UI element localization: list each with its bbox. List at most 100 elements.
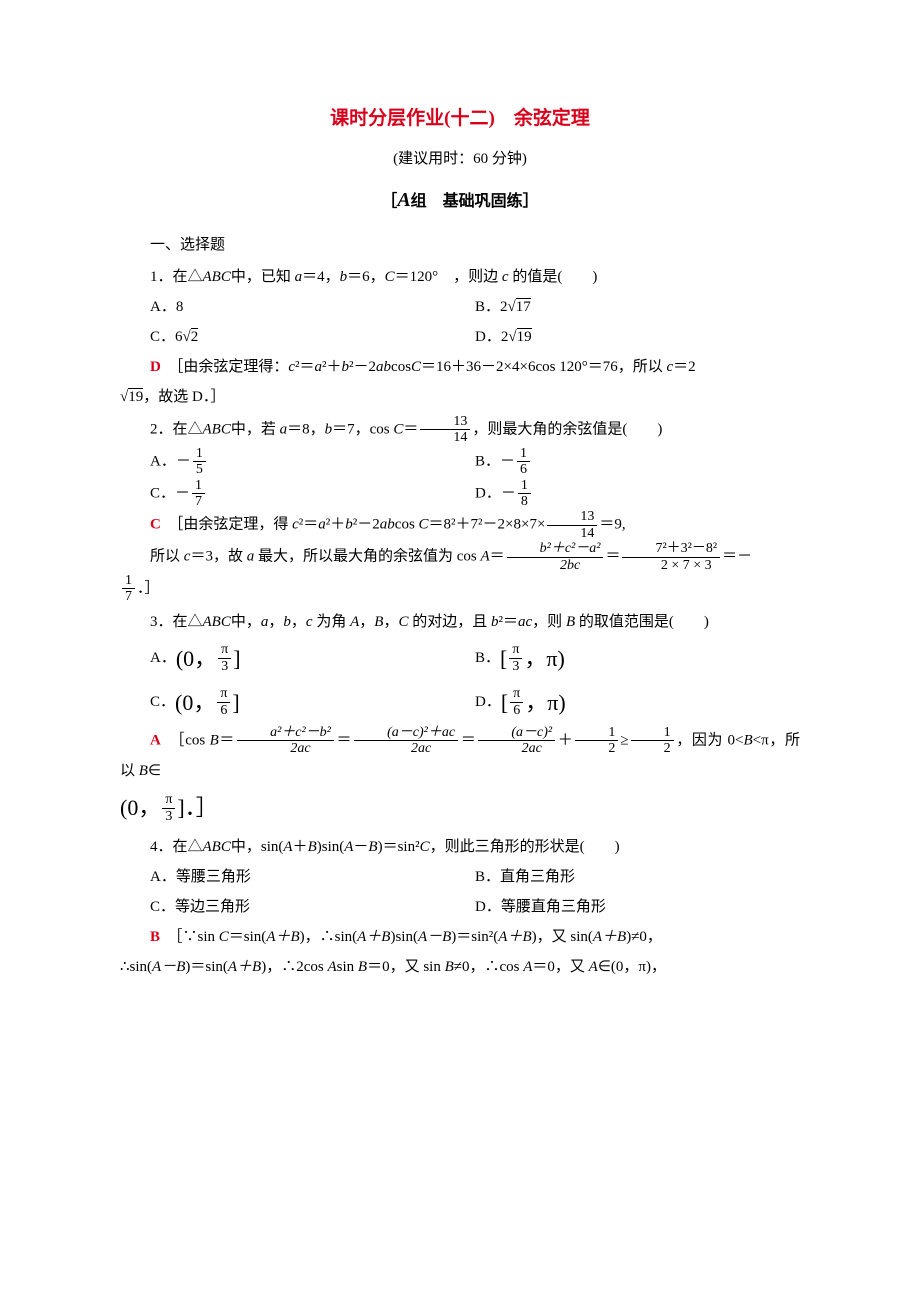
text: )≠0， [626, 929, 662, 945]
q3-answer-key: A [150, 732, 161, 748]
denominator: 8 [518, 494, 531, 509]
math: c [306, 614, 313, 630]
text: ＝7，cos [332, 421, 393, 437]
text: 为角 [313, 614, 351, 630]
text: ＝ [605, 548, 620, 564]
q3-answer: A ［cos B＝a²＋c²－b²2ac＝(a－c)²＋ac2ac＝(a－c)²… [120, 725, 800, 787]
text: 4．在△ [150, 839, 203, 855]
text: ［∵sin [160, 929, 219, 945]
text: C．6 [150, 329, 183, 345]
text: ＝ [490, 548, 505, 564]
text: 所以 [150, 548, 184, 564]
text: ＝8²＋7²－2×8×7× [429, 517, 546, 533]
numerator: 1 [631, 725, 674, 741]
math: A＋B [498, 929, 531, 945]
text: )，∴2cos [261, 959, 327, 975]
q2-answer-key: C [150, 517, 161, 533]
q4-optB: B．直角三角形 [475, 862, 800, 892]
fraction: (a－c)²2ac [478, 725, 555, 757]
q4-answer-l2: ∴sin(A－B)＝sin(A＋B)，∴2cos Asin B＝0，又 sin … [120, 952, 800, 982]
q2-optD: D．－18 [475, 478, 800, 510]
text: ∴sin( [120, 959, 152, 975]
numerator: 1 [192, 478, 205, 494]
text: 最大，所以最大角的余弦值为 cos [254, 548, 480, 564]
denominator: 2bc [560, 558, 580, 573]
text: )＝sin( [185, 959, 228, 975]
text: ＋ [557, 732, 573, 748]
math: A [480, 548, 489, 564]
math: B [445, 959, 454, 975]
math: B [210, 732, 219, 748]
math: A＋B [228, 959, 261, 975]
q4-answer-key: B [150, 929, 160, 945]
math: a [315, 359, 323, 375]
text: 1．在△ [150, 269, 203, 285]
text: D．－ [475, 485, 516, 501]
text: ［由余弦定理得： [161, 359, 289, 375]
math: B [743, 732, 752, 748]
q2-optA: A．－15 [150, 446, 475, 478]
fraction: 7²＋3²－8²2 × 7 × 3 [622, 541, 720, 573]
math: c [502, 269, 509, 285]
fraction: 17 [122, 573, 135, 605]
text: 的取值范围是( ) [575, 614, 709, 630]
math: B [358, 959, 367, 975]
text: ²＋ [326, 517, 346, 533]
q4-optC: C．等边三角形 [150, 892, 475, 922]
text: ， [383, 614, 398, 630]
text: ，故选 D．］ [143, 389, 225, 405]
time-suggestion: (建议用时：60 分钟) [120, 144, 800, 174]
text: cos [395, 517, 419, 533]
math: ABC [203, 269, 231, 285]
math: b [342, 359, 350, 375]
q1-answer-key: D [150, 359, 161, 375]
group-header: ［A组 基础巩固练］ [120, 180, 800, 220]
denominator: 14 [547, 526, 597, 541]
numerator: 1 [575, 725, 618, 741]
numerator: 1 [193, 446, 206, 462]
math: a [295, 269, 303, 285]
text: 的值是( ) [509, 269, 598, 285]
fraction: b²＋c²－a²2bc [507, 541, 604, 573]
denominator: 2ac [522, 741, 542, 756]
text: ＝ [460, 732, 476, 748]
text: 中， [231, 614, 261, 630]
bracket: ，π) [525, 690, 565, 715]
text: ²＝ [299, 517, 319, 533]
numerator: π [510, 686, 523, 702]
q3-optC: C．(0，π6] [150, 681, 475, 725]
denominator: 6 [517, 462, 530, 477]
math: ABC [203, 421, 231, 437]
numerator: 1 [517, 446, 530, 462]
math: A [589, 959, 598, 975]
math: B [139, 763, 148, 779]
text: )sin( [390, 929, 418, 945]
bracket: ] [232, 690, 239, 715]
section-1-label: 一、选择题 [120, 230, 800, 260]
bracket: ]．］ [177, 795, 217, 820]
fraction: π6 [510, 686, 523, 718]
bracket: [ [500, 646, 507, 671]
fraction: (a－c)²＋ac2ac [354, 725, 458, 757]
denominator: 3 [218, 659, 231, 674]
text: D． [475, 694, 501, 710]
fraction: π3 [162, 792, 175, 824]
math: B [308, 839, 317, 855]
text: ，则此三角形的形状是( ) [430, 839, 620, 855]
math: c [292, 517, 299, 533]
numerator: a²＋c²－b² [270, 725, 331, 740]
math: ab [376, 359, 391, 375]
text: 中，若 [231, 421, 280, 437]
text: )，又 sin( [532, 929, 593, 945]
numerator: π [509, 642, 522, 658]
math: C [385, 269, 395, 285]
math: C [219, 929, 229, 945]
text: ＝2 [673, 359, 696, 375]
q4-optA: A．等腰三角形 [150, 862, 475, 892]
numerator: π [217, 686, 230, 702]
text: ，则 [532, 614, 566, 630]
q1-stem: 1．在△ABC中，已知 a＝4，b＝6，C＝120° ，则边 c 的值是( ) [120, 262, 800, 292]
text: A．－ [150, 453, 191, 469]
q1-optC: C．6√2 [150, 322, 475, 352]
q3-stem: 3．在△ABC中，a，b，c 为角 A，B，C 的对边，且 b²＝ac，则 B … [120, 607, 800, 637]
